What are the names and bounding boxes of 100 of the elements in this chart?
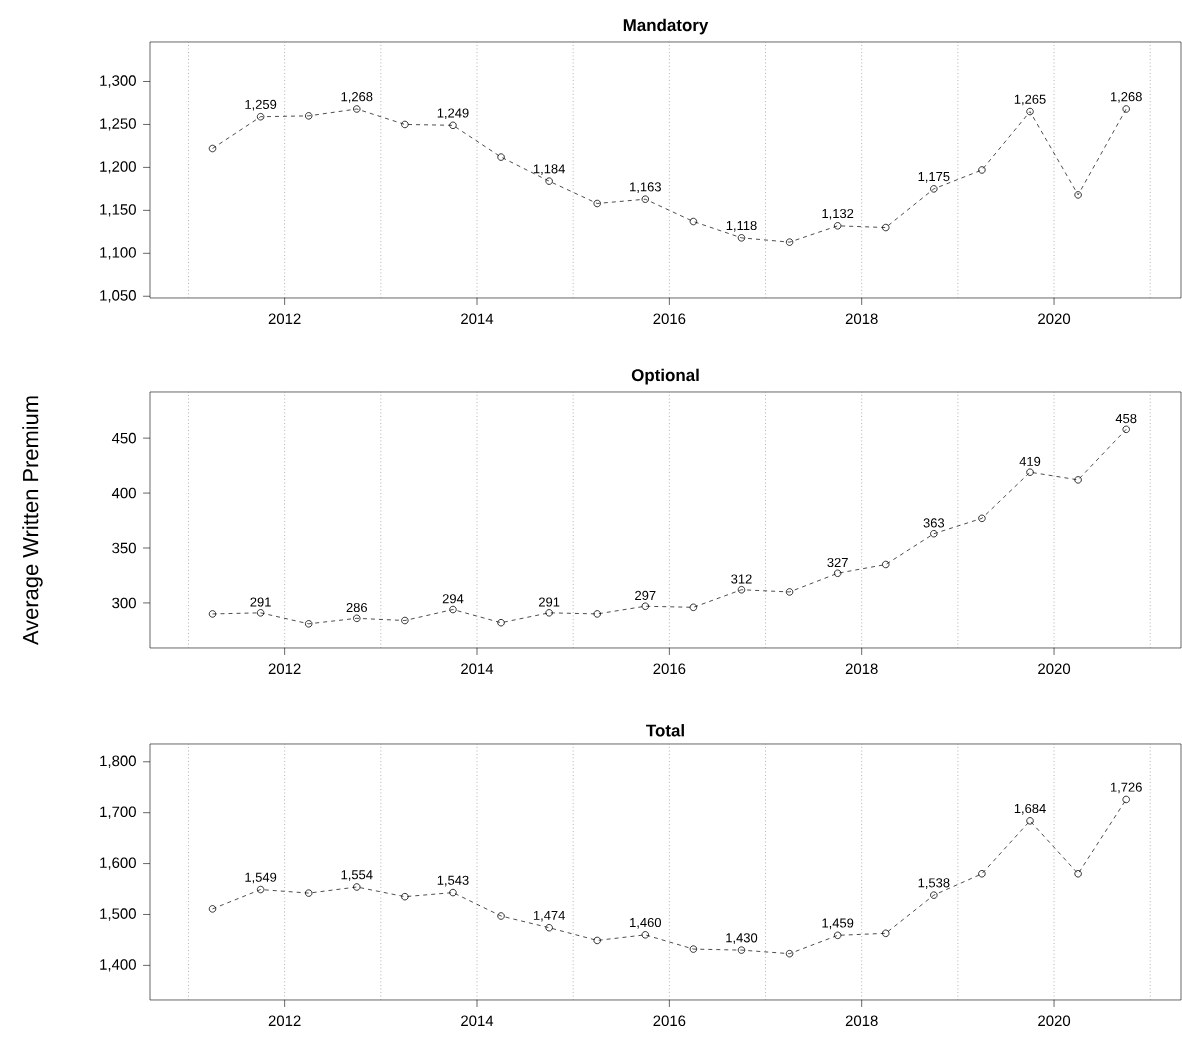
point <box>882 560 890 569</box>
point <box>978 870 986 878</box>
point <box>689 603 698 612</box>
point <box>641 195 650 203</box>
point <box>1122 795 1130 804</box>
y-tick-label: 1,100 <box>100 247 136 260</box>
y-tick-label: 350 <box>112 542 136 554</box>
y-tick-label: 1,600 <box>100 857 136 870</box>
point <box>1026 468 1034 476</box>
y-tick-label: 400 <box>111 487 136 499</box>
x-tick-label: 2020 <box>1038 663 1071 675</box>
data-label: 1,543 <box>437 875 469 887</box>
data-label: 1,554 <box>341 870 373 881</box>
data-label: 312 <box>731 574 752 584</box>
data-label: 1,259 <box>245 99 277 111</box>
data-label: 297 <box>635 590 656 601</box>
point <box>256 885 265 894</box>
y-tick-label: 1,500 <box>100 908 136 921</box>
point <box>208 905 217 913</box>
point <box>593 199 601 208</box>
data-label: 1,265 <box>1014 94 1046 106</box>
point <box>833 931 842 940</box>
data-label: 1,132 <box>822 208 854 220</box>
x-tick-label: 2018 <box>845 663 878 675</box>
point <box>737 946 746 954</box>
point <box>785 949 794 958</box>
point <box>545 924 553 932</box>
point <box>785 588 794 596</box>
point <box>1074 476 1082 484</box>
point <box>737 586 746 594</box>
data-label: 291 <box>538 597 560 607</box>
data-label: 1,268 <box>1110 92 1142 103</box>
chart-title: Total <box>646 724 684 737</box>
data-label: 1,538 <box>918 878 950 889</box>
x-tick-label: 2016 <box>653 1015 686 1027</box>
point <box>882 929 890 938</box>
data-label: 1,684 <box>1014 803 1046 815</box>
point <box>449 605 457 614</box>
point <box>497 153 505 161</box>
point <box>930 185 938 193</box>
point <box>497 619 505 627</box>
x-tick-label: 2016 <box>653 663 686 675</box>
x-tick-label: 2018 <box>845 313 878 325</box>
point <box>208 610 217 618</box>
x-tick-label: 2016 <box>653 313 686 325</box>
data-label: 1,726 <box>1110 782 1142 794</box>
chart-title: Mandatory <box>623 18 709 35</box>
data-label: 286 <box>346 602 368 613</box>
data-label: 419 <box>1019 456 1041 466</box>
data-label: 327 <box>827 557 848 568</box>
point <box>256 113 265 121</box>
data-label: 1,118 <box>726 220 757 232</box>
x-tick-label: 2014 <box>461 313 494 325</box>
y-tick-label: 1,200 <box>100 161 136 174</box>
data-label: 1,474 <box>533 910 565 922</box>
point <box>353 883 361 891</box>
y-axis-title: Average Written Premium <box>22 396 43 645</box>
point <box>305 112 313 120</box>
data-label: 1,460 <box>630 917 662 929</box>
x-tick-label: 2018 <box>845 1015 878 1027</box>
point <box>545 609 553 617</box>
point <box>1122 425 1130 434</box>
point <box>689 945 698 953</box>
data-label: 294 <box>442 594 464 604</box>
y-tick-label: 450 <box>111 432 136 444</box>
point <box>545 177 553 185</box>
y-tick-label: 1,400 <box>100 959 136 972</box>
point <box>641 931 650 939</box>
y-tick-label: 1,150 <box>100 204 136 217</box>
point <box>785 238 794 246</box>
chart-title: Optional <box>631 368 699 385</box>
x-tick-label: 2020 <box>1038 1015 1071 1027</box>
x-tick-label: 2020 <box>1038 313 1071 325</box>
point <box>353 614 361 623</box>
point <box>833 569 842 577</box>
point <box>689 217 698 226</box>
point <box>497 912 505 920</box>
point <box>256 609 265 617</box>
point <box>593 610 601 618</box>
point <box>208 144 217 153</box>
data-label: 291 <box>250 597 271 607</box>
point <box>1026 817 1034 825</box>
point <box>449 888 457 897</box>
x-tick-label: 2012 <box>268 663 301 675</box>
y-tick-label: 1,050 <box>100 290 136 303</box>
point <box>1074 870 1082 878</box>
data-label: 1,175 <box>918 172 950 183</box>
point <box>305 889 313 897</box>
point <box>737 234 746 242</box>
point <box>1122 105 1130 113</box>
point <box>930 530 938 538</box>
y-tick-label: 1,300 <box>100 75 136 88</box>
data-label: 1,430 <box>726 933 758 944</box>
x-tick-label: 2014 <box>461 663 494 675</box>
x-tick-label: 2014 <box>461 1015 494 1027</box>
point <box>1026 107 1034 116</box>
point <box>641 602 650 610</box>
data-label: 458 <box>1115 413 1137 424</box>
y-tick-label: 300 <box>112 597 136 609</box>
x-tick-label: 2012 <box>268 313 301 325</box>
